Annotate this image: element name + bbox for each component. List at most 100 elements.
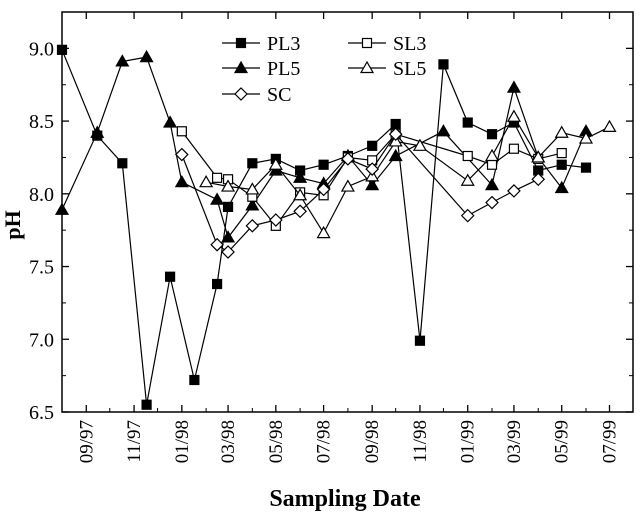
data-point-pl5-16: [436, 124, 451, 137]
data-point-pl5-15: [388, 148, 403, 162]
legend-item-sl5: SL5: [348, 58, 426, 80]
data-point-pl5-3: [115, 54, 130, 67]
series-pl3: [56, 44, 592, 410]
data-point-pl5-5: [163, 115, 178, 128]
legend-label-pl3: PL3: [267, 33, 300, 55]
plot-frame: [61, 11, 634, 413]
chart-legend: PL3 PL5 SL3 SL5 SC: [222, 33, 426, 106]
data-point-sl5-6: [316, 225, 331, 239]
y-tick-label-5: 8.5: [29, 111, 54, 133]
legend-item-sl3: SL3: [348, 33, 426, 55]
data-point-sl5-3: [245, 182, 260, 195]
data-point-sc-5: [268, 213, 283, 227]
data-point-sl3-2: [211, 172, 223, 183]
data-point-sc-7: [316, 182, 331, 197]
data-point-sc-6: [293, 204, 307, 219]
data-point-sl5-5: [293, 188, 308, 201]
axes-layer: 6.5 7.0 7.5 8.0 8.5 9.0 09/97 11/97 01/98 03/98 05…: [29, 11, 634, 463]
data-point-pl5-18: [506, 80, 521, 93]
data-point-pl5-20: [554, 180, 569, 194]
data-point-pl3-17: [438, 59, 449, 70]
y-tick-label-1: 6.5: [29, 402, 54, 424]
data-point-sc-11: [460, 208, 475, 223]
data-point-pl5-14: [365, 177, 380, 191]
x-tick-label-9: 01/99: [458, 420, 479, 463]
data-point-sc-8: [341, 152, 355, 166]
data-point-pl3-14: [367, 140, 378, 151]
data-point-pl3-16: [414, 335, 426, 346]
data-point-pl5-7: [210, 192, 225, 205]
data-point-pl5-17: [484, 177, 500, 191]
data-point-sc-13: [507, 184, 521, 198]
x-tick-label-10: 03/99: [504, 420, 525, 463]
data-point-sc-14: [531, 172, 546, 187]
data-point-sl5-12: [484, 148, 500, 162]
data-point-sl5-14: [531, 150, 546, 163]
data-point-sl5-16: [578, 131, 594, 144]
data-point-pl5-6: [174, 174, 189, 188]
data-point-sl5-2: [221, 179, 236, 192]
data-point-sl5-7: [340, 179, 355, 192]
x-tick-label-5: 05/98: [266, 420, 287, 463]
x-tick-label-4: 03/98: [218, 420, 239, 463]
y-tick-label-3: 7.5: [29, 257, 54, 279]
y-tick-label-6: 9.0: [29, 38, 54, 60]
data-point-pl3-22: [556, 159, 567, 170]
data-point-pl3-23: [580, 162, 592, 173]
data-point-sc-4: [245, 218, 260, 233]
y-tick-label-4: 8.0: [29, 184, 54, 206]
data-point-sl3-13: [508, 143, 520, 154]
legend-item-pl3: PL3: [222, 33, 300, 55]
series-sl5: [199, 109, 617, 239]
legend-marker-sl5: [359, 60, 375, 74]
data-point-pl3-8: [222, 201, 234, 213]
legend-label-pl5: PL5: [267, 58, 300, 80]
legend-item-pl5: PL5: [222, 58, 300, 80]
data-point-sl3-12: [486, 159, 498, 170]
x-tick-label-6: 07/98: [314, 420, 335, 463]
data-point-sl5-13: [506, 109, 521, 122]
legend-marker-pl5: [233, 60, 249, 74]
x-tick-label-2: 11/97: [124, 420, 145, 463]
data-point-pl3-4: [141, 399, 152, 410]
data-point-pl5-8: [221, 230, 236, 243]
data-point-pl3-5: [164, 271, 176, 282]
data-point-sc-2: [210, 237, 224, 252]
data-point-pl3-15: [390, 118, 401, 130]
data-point-sl3-15: [556, 147, 567, 159]
data-point-pl3-19: [486, 129, 498, 140]
y-axis-title: pH: [0, 210, 25, 239]
data-point-sl5-10: [412, 138, 427, 151]
legend-label-sl5: SL5: [393, 58, 426, 80]
x-tick-label-3: 01/98: [172, 420, 193, 463]
x-tick-label-12: 07/99: [600, 420, 621, 463]
data-point-pl5-11: [293, 170, 308, 183]
x-tick-label-8: 11/98: [410, 420, 431, 463]
data-point-sc-9: [365, 162, 380, 176]
data-point-pl3-6: [189, 374, 200, 386]
data-point-pl5-2: [90, 125, 105, 138]
y-tick-label-2: 7.0: [29, 329, 54, 351]
x-tick-label-7: 09/98: [362, 420, 383, 463]
series-line-pl5: [61, 56, 587, 239]
data-point-sl3-11: [462, 150, 473, 162]
data-point-pl3-18: [462, 117, 473, 128]
x-tick-label-11: 05/99: [552, 420, 573, 463]
data-point-pl5-4: [139, 49, 154, 63]
data-point-pl3-3: [117, 158, 128, 169]
data-point-sc-3: [221, 245, 235, 259]
data-point-sc-12: [485, 195, 499, 210]
data-point-sl5-17: [602, 119, 617, 133]
x-axis-title: Sampling Date: [269, 486, 421, 512]
series-sc: [174, 127, 546, 259]
series-layer: [54, 44, 617, 410]
legend-item-sc: SC: [222, 84, 291, 106]
legend-marker-sl3: [361, 37, 373, 49]
data-point-pl3-7: [211, 278, 223, 290]
data-point-sl5-15: [554, 125, 569, 138]
legend-label-sl3: SL3: [393, 33, 426, 55]
data-point-sl5-11: [460, 173, 475, 186]
legend-label-sc: SC: [267, 84, 291, 106]
data-point-sl3-1: [176, 126, 187, 137]
data-point-pl5-9: [245, 198, 260, 211]
